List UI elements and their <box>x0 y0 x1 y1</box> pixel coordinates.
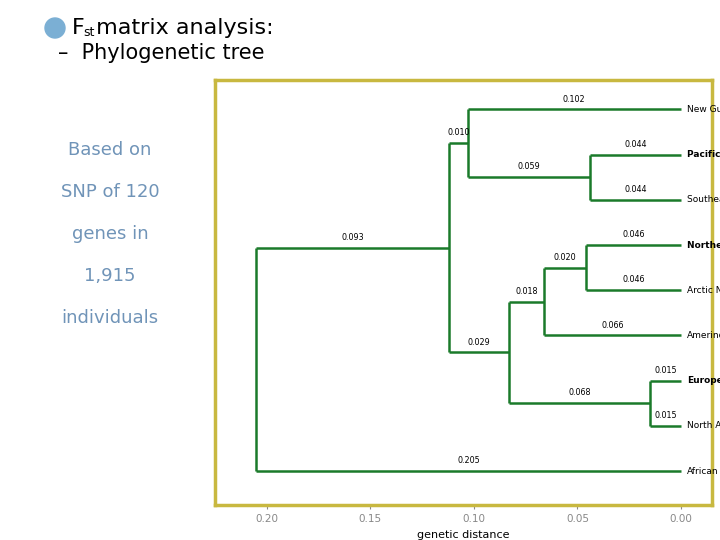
Text: matrix analysis:: matrix analysis: <box>89 18 274 38</box>
Text: 0.018: 0.018 <box>516 287 538 296</box>
Text: 0.046: 0.046 <box>622 275 644 285</box>
Text: 0.044: 0.044 <box>624 185 647 194</box>
Text: Northeast Asian: Northeast Asian <box>687 240 720 249</box>
X-axis label: genetic distance: genetic distance <box>418 530 510 539</box>
Text: F: F <box>72 18 85 38</box>
Text: 0.029: 0.029 <box>468 338 490 347</box>
Text: 0.044: 0.044 <box>624 140 647 149</box>
Text: 0.102: 0.102 <box>563 94 585 104</box>
Text: SNP of 120: SNP of 120 <box>60 183 159 201</box>
Text: 0.015: 0.015 <box>654 411 677 420</box>
Circle shape <box>45 18 65 38</box>
Text: 0.015: 0.015 <box>654 366 677 375</box>
Text: North African and West Asian: North African and West Asian <box>687 421 720 430</box>
Text: Amerind: Amerind <box>687 331 720 340</box>
Text: European: European <box>687 376 720 385</box>
Text: Southeast Asian: Southeast Asian <box>687 195 720 204</box>
Text: Based on: Based on <box>68 141 152 159</box>
Text: individuals: individuals <box>61 309 158 327</box>
Text: genes in: genes in <box>72 225 148 243</box>
Text: 0.068: 0.068 <box>568 388 590 397</box>
Text: –  Phylogenetic tree: – Phylogenetic tree <box>58 43 264 63</box>
Text: 0.020: 0.020 <box>554 253 576 262</box>
Text: 0.093: 0.093 <box>341 233 364 242</box>
Text: Pacific Islander: Pacific Islander <box>687 150 720 159</box>
Text: 0.205: 0.205 <box>457 456 480 465</box>
Text: st: st <box>83 26 94 39</box>
Text: 1,915: 1,915 <box>84 267 136 285</box>
Text: 0.010: 0.010 <box>447 129 469 137</box>
Text: New Guinean and Australian: New Guinean and Australian <box>687 105 720 114</box>
Text: 0.059: 0.059 <box>518 163 540 171</box>
Text: 0.046: 0.046 <box>622 230 644 239</box>
Text: African: African <box>687 467 719 476</box>
Text: Arctic Northeast Asian: Arctic Northeast Asian <box>687 286 720 295</box>
Text: 0.066: 0.066 <box>601 321 624 329</box>
